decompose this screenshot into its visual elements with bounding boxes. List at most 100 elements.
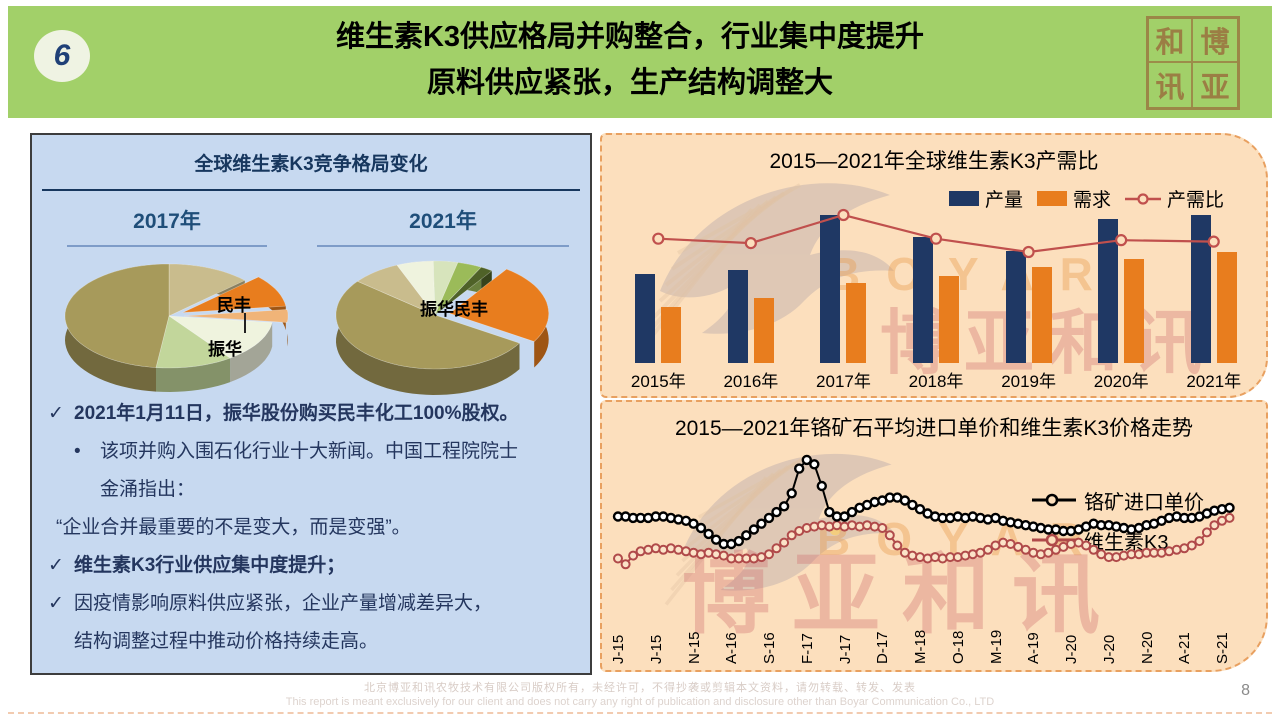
demand-bar: [1216, 252, 1237, 363]
x-axis-label: J-17: [836, 634, 854, 664]
demand-bar: [846, 283, 867, 363]
pie-callout-minfeng: 民丰: [217, 296, 251, 315]
pie-chart-2017: [64, 263, 289, 392]
bullet-marker: •: [74, 441, 81, 462]
bullet-text: 维生素K3行业供应集中度提升；: [74, 555, 346, 576]
bar-chart-x-labels: 2015年 2016年 2017年 2018年 2019年 2020年 2021年: [612, 367, 1260, 392]
demand-bar: [1031, 266, 1052, 363]
legend-swatch: [948, 191, 979, 206]
legend-label: 需求: [1072, 190, 1111, 211]
legend-label: 产需比: [1166, 190, 1224, 211]
footer-copyright-cn: 北京博亚和讯农牧技术有限公司版权所有，未经许可，不得抄袭或剪辑本文资料，请勿转载…: [364, 682, 916, 694]
x-axis-label: S-16: [761, 632, 778, 664]
production-bar: [1190, 215, 1211, 363]
bullet-item: ✓ 2021年1月11日，振华股份购买民丰化工100%股权。: [48, 401, 578, 427]
year-label: 2018年: [908, 372, 964, 391]
x-axis-label: J-20: [1100, 634, 1118, 664]
bullet-item: ✓ 因疫情影响原料供应紧张，企业产量增减差异大，: [48, 591, 578, 617]
production-bar: [913, 237, 933, 363]
x-axis-label: J-15: [610, 634, 627, 664]
bullet-marker: ✓: [48, 403, 64, 424]
legend-line-swatch: [1032, 493, 1076, 507]
bullet-text: “企业合并最重要的不是变大，而是变强”。: [56, 517, 411, 538]
title-rule: [42, 189, 580, 191]
bullet-marker: ✓: [48, 555, 64, 576]
x-axis-label: F-17: [798, 633, 816, 664]
slide-number-badge: 6: [34, 30, 90, 82]
x-axis-label: A-21: [1176, 632, 1194, 664]
pie-callout-zhenhua: 振华: [208, 340, 242, 359]
legend-item: 需求: [1036, 185, 1111, 212]
boyar-seal-logo: 和 博 讯 亚: [1146, 16, 1240, 110]
bullet-list: ✓ 2021年1月11日，振华股份购买民丰化工100%股权。 • 该项并购入围石化行业…: [48, 401, 578, 667]
production-bar: [820, 215, 841, 363]
year-label: 2021年: [1186, 372, 1242, 391]
seal-char: 讯: [1149, 63, 1193, 107]
line-chart-title: 2015—2021年铬矿石平均进口单价和维生素K3价格走势: [674, 417, 1194, 440]
demand-bar: [1124, 259, 1145, 363]
boyar-bird-watermark: [664, 453, 896, 606]
line-chart-plot: [612, 454, 1235, 570]
bullet-item: ✓ 维生素K3行业供应集中度提升；: [48, 553, 578, 579]
competition-panel: 全球维生素K3竞争格局变化 2017年 2021年 民丰 振华 振华民丰 ✓ 20…: [30, 133, 592, 675]
legend-swatch: [1036, 191, 1067, 206]
x-axis-label: J-20: [1063, 634, 1080, 664]
bar-chart-legend: 产量 需求 产需比: [948, 185, 1224, 212]
production-bar: [727, 269, 748, 363]
demand-bar: [939, 275, 959, 363]
footer-copyright-en: This report is meant exclusively for our…: [285, 696, 995, 708]
ratio-line: [652, 208, 1220, 259]
x-axis-label: M-18: [912, 629, 929, 664]
slide-number: 6: [53, 39, 71, 72]
bullet-item: 金涌指出：: [100, 477, 578, 503]
legend-line-swatch: [1124, 192, 1161, 205]
x-axis-label: M-19: [987, 629, 1005, 664]
footer-divider: [8, 712, 1272, 714]
seal-char: 博: [1193, 19, 1237, 63]
year-label: 2016年: [723, 372, 779, 391]
legend-item: 铬矿进口单价: [1032, 480, 1204, 520]
slide-title-line2: 原料供应紧张，生产结构调整大: [426, 67, 833, 99]
x-axis-label: S-21: [1214, 632, 1231, 664]
x-axis-label: O-18: [949, 630, 967, 664]
bullet-text: 该项并购入围石化行业十大新闻。中国工程院院士: [100, 441, 519, 462]
pie-2017-label: 2017年: [67, 205, 267, 247]
legend-label: 铬矿进口单价: [1084, 491, 1204, 514]
year-label: 2019年: [1001, 372, 1057, 391]
x-axis-label: N-15: [685, 631, 703, 664]
x-axis-label: D-17: [874, 631, 892, 664]
x-axis-label: N-20: [1138, 631, 1156, 664]
year-label: 2017年: [816, 372, 871, 391]
pie-leader-line: [244, 313, 246, 333]
bullet-text: 2021年1月11日，振华股份购买民丰化工100%股权。: [74, 403, 519, 424]
price-trend-panel: BOYAR 博亚和讯 2015—2021年铬矿石平均进口单价和维生素K3价格走势…: [600, 400, 1268, 672]
demand-bar: [661, 306, 682, 363]
pie-callout-zhenhua-minfeng: 振华民丰: [420, 300, 488, 319]
bullet-item: “企业合并最重要的不是变大，而是变强”。: [56, 515, 578, 541]
x-axis-label: J-15: [647, 634, 665, 664]
bullet-text: 金涌指出：: [100, 479, 196, 500]
legend-label: 产量: [984, 190, 1023, 211]
bullet-text: 结构调整过程中推动价格持续走高。: [74, 631, 379, 652]
header-banner: 6 维生素K3供应格局并购整合，行业集中度提升 原料供应紧张，生产结构调整大 和…: [8, 6, 1272, 118]
slide-title: 维生素K3供应格局并购整合，行业集中度提升 原料供应紧张，生产结构调整大: [128, 14, 1132, 106]
pie-chart-2021: [335, 260, 550, 395]
production-bar: [1098, 219, 1119, 363]
x-axis-label: A-19: [1025, 632, 1043, 664]
bullet-item: 结构调整过程中推动价格持续走高。: [74, 629, 578, 655]
slide-title-line1: 维生素K3供应格局并购整合，行业集中度提升: [335, 21, 925, 53]
demand-bar: [753, 297, 774, 363]
legend-item: 产量: [948, 185, 1023, 212]
competition-panel-title: 全球维生素K3竞争格局变化: [194, 154, 428, 175]
pie-2021-label: 2021年: [317, 205, 569, 247]
x-axis-label: A-16: [723, 632, 741, 664]
page-number: 8: [1241, 682, 1250, 699]
production-bar: [1005, 250, 1026, 363]
legend-item: 产需比: [1124, 185, 1224, 212]
seal-char: 和: [1149, 19, 1193, 63]
year-label: 2020年: [1093, 372, 1149, 391]
bar-chart-plot: [612, 208, 1260, 363]
seal-char: 亚: [1200, 70, 1230, 104]
bar-chart-title: 2015—2021年全球维生素K3产需比: [769, 150, 1099, 173]
